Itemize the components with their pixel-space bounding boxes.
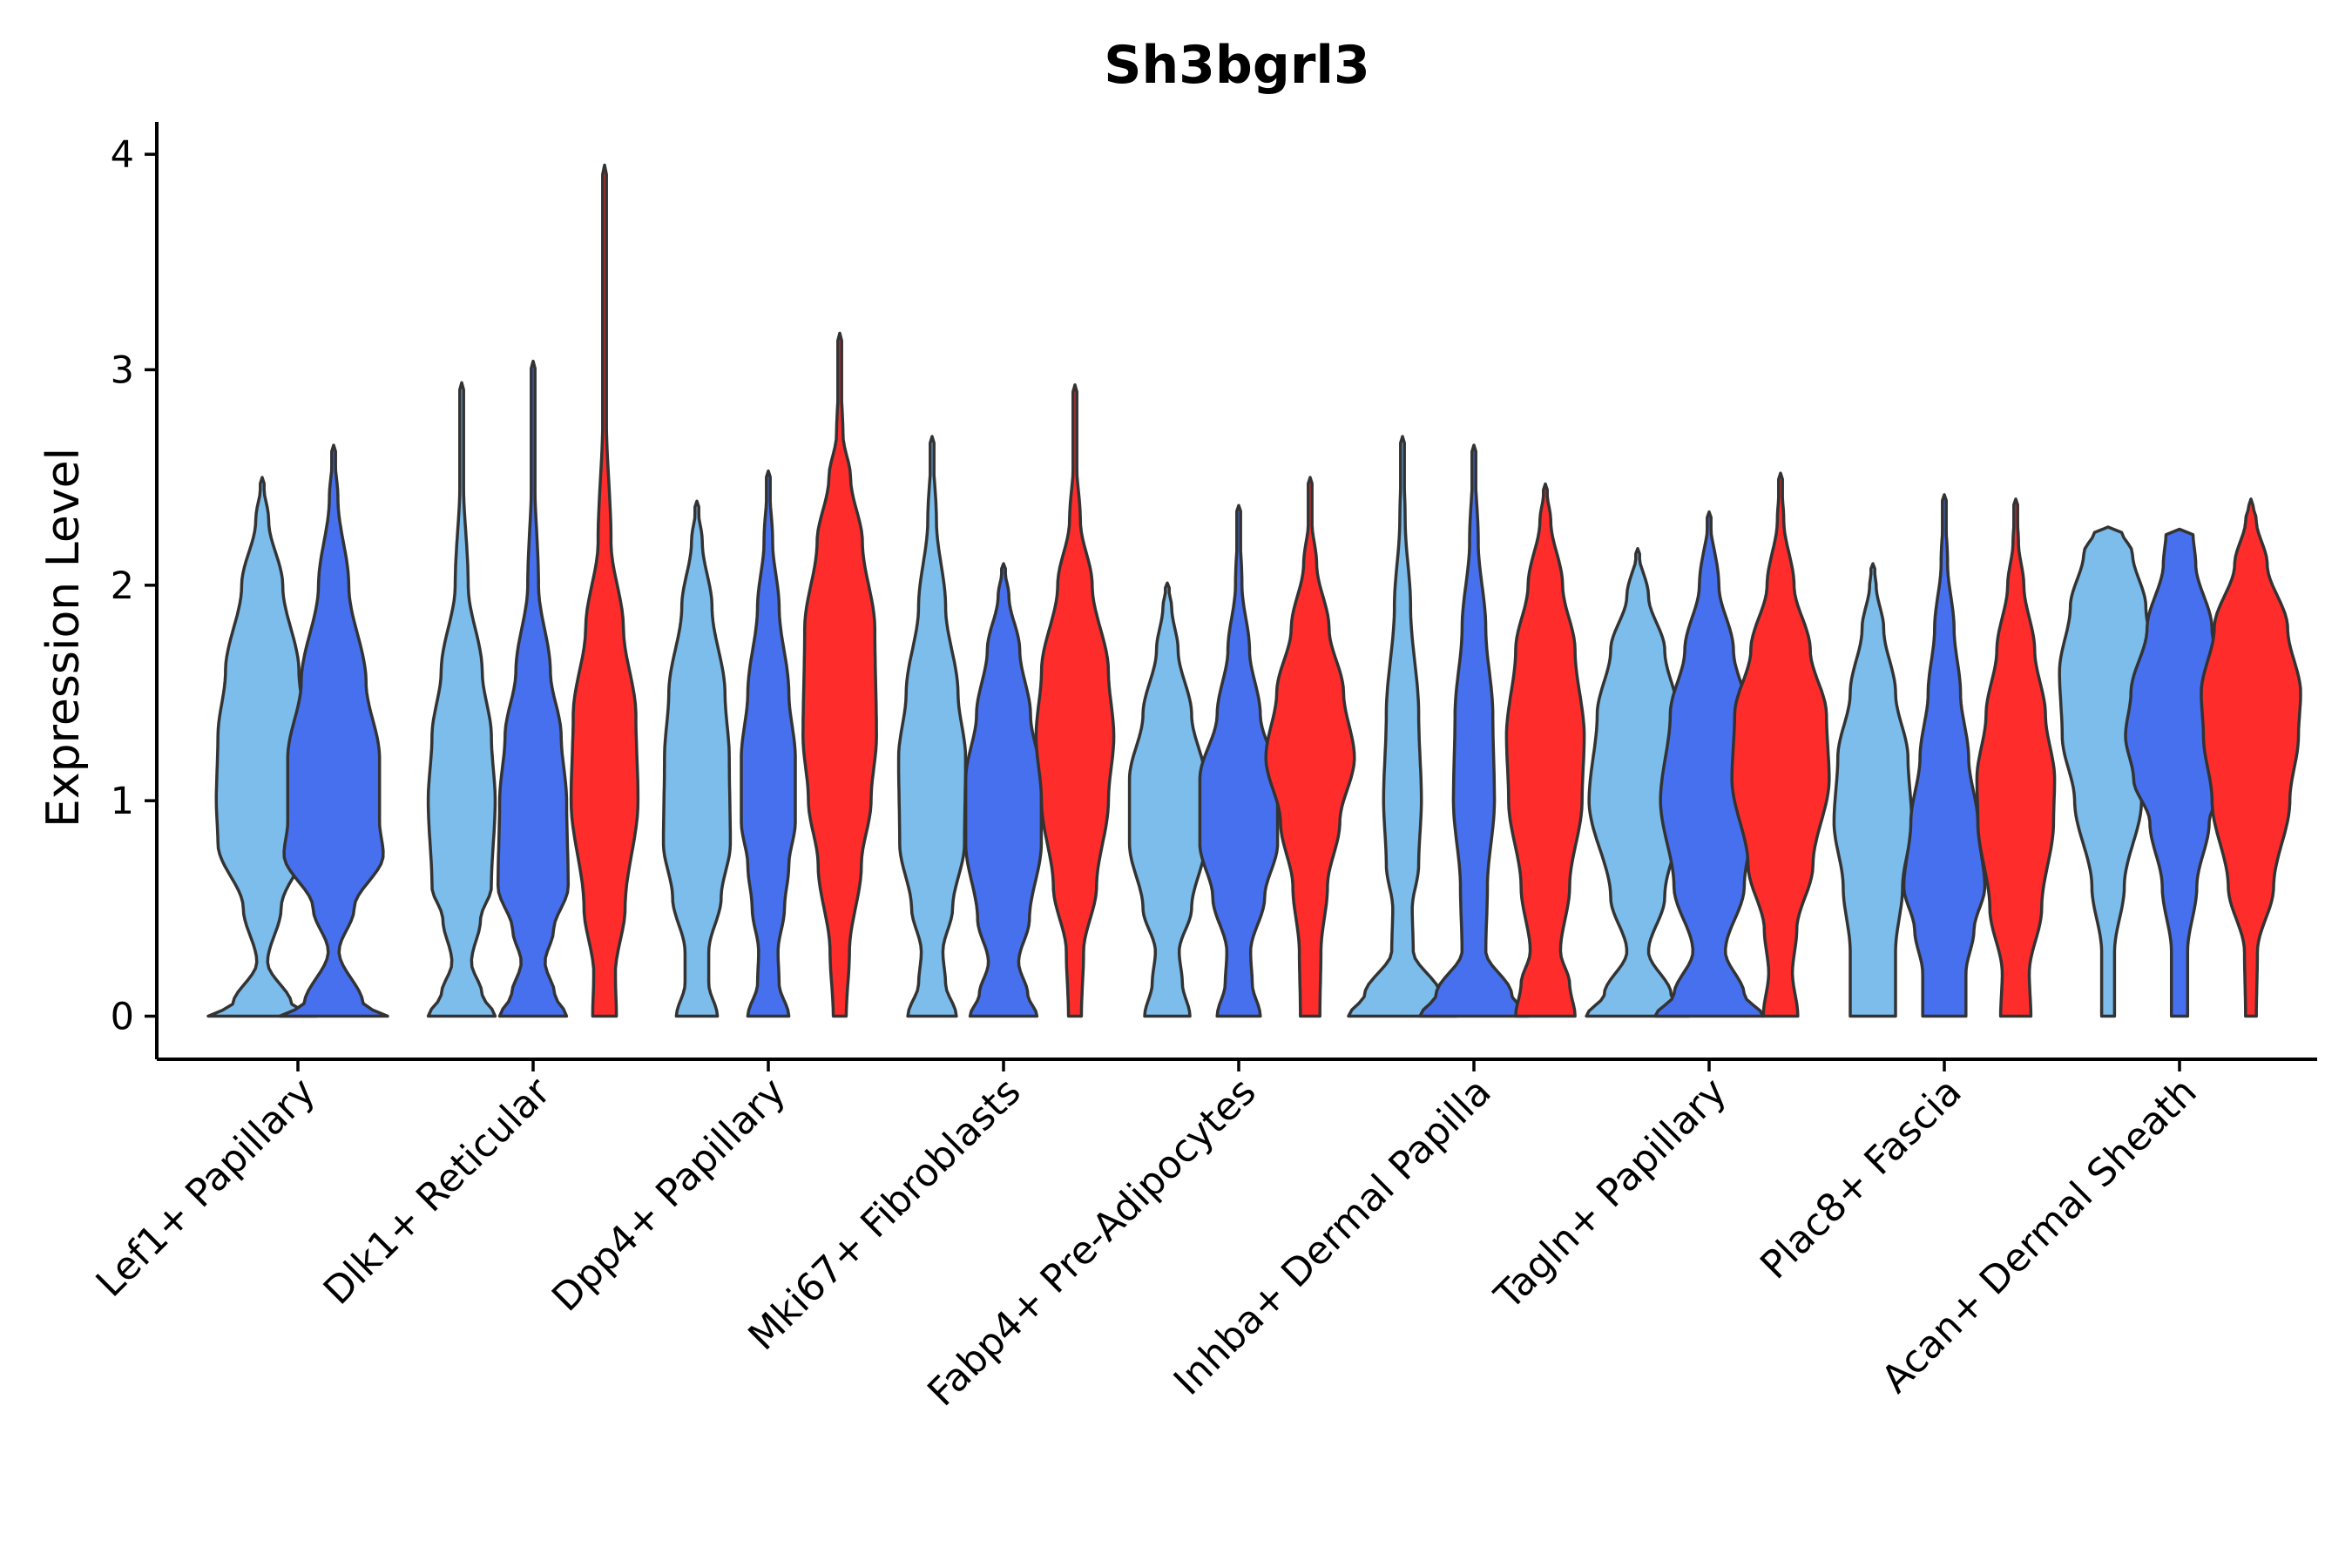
violin-lef1-papillary-group-2 [278, 443, 389, 1018]
violin-dlk1-reticular-group-1 [426, 381, 497, 1018]
y-tick-label: 2 [111, 564, 134, 608]
y-axis-label: Expression Level [37, 448, 90, 828]
violin-inhba-dermal-papilla-group-3 [1504, 482, 1586, 1018]
violin-dpp4-papillary-group-2 [740, 469, 797, 1018]
violin-dpp4-papillary-group-1 [661, 499, 733, 1018]
violin-mki67-fibroblasts-group-1 [896, 435, 968, 1018]
violin-mki67-fibroblasts-group-2 [963, 562, 1044, 1018]
violin-plac8-fascia-group-3 [1975, 497, 2057, 1018]
violin-dlk1-reticular-group-3 [569, 163, 640, 1018]
violin-plac8-fascia-group-1 [1832, 562, 1914, 1018]
y-tick-label: 4 [111, 133, 134, 177]
violin-dpp4-papillary-group-3 [801, 331, 878, 1018]
violin-plac8-fascia-group-2 [1902, 493, 1987, 1018]
violins-layer [206, 163, 2302, 1018]
violin-fabp4-pre-adipocytes-group-3 [1264, 476, 1356, 1018]
violin-acan-dermal-sheath-group-2 [2124, 527, 2235, 1018]
x-tick-label: Lef1+ Papillary [88, 1070, 324, 1306]
violin-fabp4-pre-adipocytes-group-1 [1127, 581, 1207, 1018]
violin-fabp4-pre-adipocytes-group-2 [1198, 504, 1280, 1018]
x-tick-label: Tagln+ Papillary [1486, 1070, 1735, 1319]
violin-mki67-fibroblasts-group-3 [1034, 383, 1116, 1018]
x-tick-label: Dpp4+ Papillary [544, 1070, 794, 1321]
violin-tagln-papillary-group-3 [1730, 471, 1831, 1018]
violin-acan-dermal-sheath-group-1 [2058, 525, 2159, 1018]
y-tick-label: 3 [111, 348, 134, 392]
y-tick-label: 0 [111, 996, 134, 1039]
x-tick-label: Plac8+ Fascia [1752, 1070, 1970, 1288]
x-tick-label: Dlk1+ Reticular [315, 1069, 560, 1314]
violin-inhba-dermal-papilla-group-1 [1347, 435, 1458, 1018]
violin-dlk1-reticular-group-2 [496, 359, 571, 1018]
violin-acan-dermal-sheath-group-3 [2200, 497, 2302, 1018]
violin-inhba-dermal-papilla-group-2 [1418, 443, 1530, 1018]
y-tick-label: 1 [111, 780, 134, 823]
chart-title: Sh3bgrl3 [1104, 35, 1369, 96]
